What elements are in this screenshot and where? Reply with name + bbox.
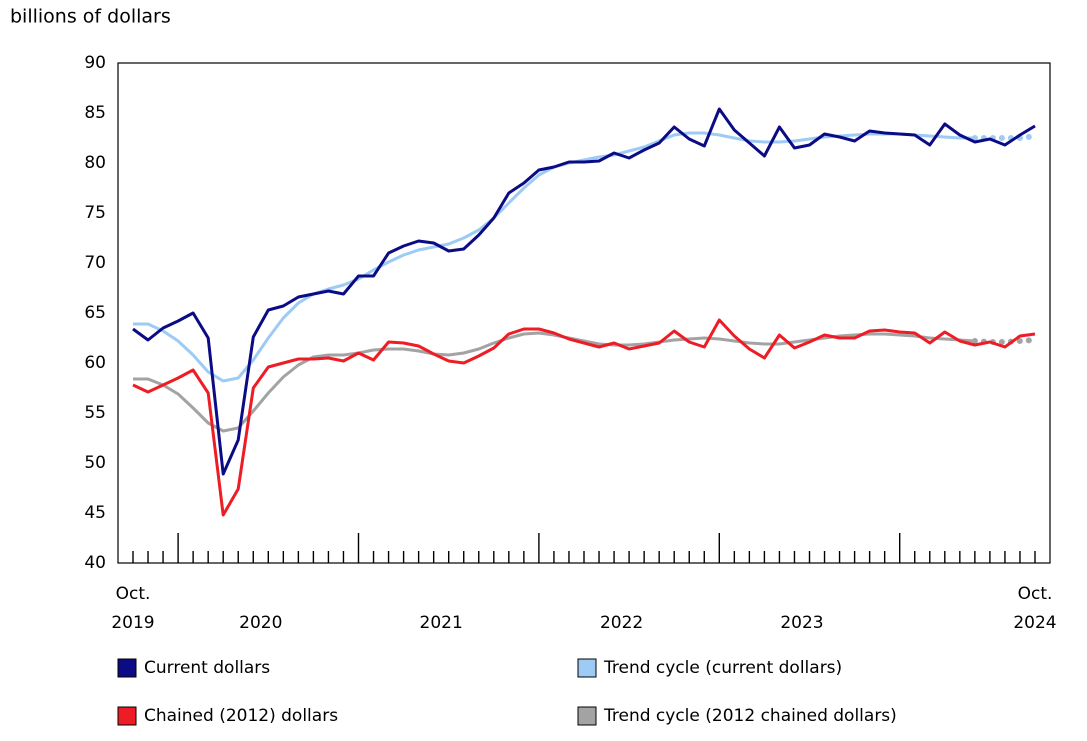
y-tick-label: 50 — [84, 453, 106, 473]
plot-frame — [117, 62, 1051, 564]
y-tick-label: 85 — [84, 103, 106, 123]
legend-swatch — [577, 658, 597, 678]
line — [132, 107, 1036, 476]
x-tick-label: 2022 — [600, 613, 643, 633]
y-tick-label: 60 — [84, 353, 106, 373]
x-tick-label: Oct. — [1018, 584, 1053, 604]
x-tick-label: 2020 — [239, 613, 282, 633]
legend-label: Chained (2012) dollars — [144, 706, 338, 726]
line-dotted — [971, 133, 1038, 141]
legend-swatch — [577, 706, 597, 726]
legend-swatch — [117, 706, 137, 726]
y-axis-label: billions of dollars — [10, 6, 171, 28]
x-tick-label: 2019 — [111, 613, 154, 633]
x-tick-label: 2024 — [1013, 613, 1056, 633]
y-tick-label: 45 — [84, 503, 106, 523]
line — [132, 318, 1036, 517]
x-tick-label: 2023 — [780, 613, 823, 633]
legend-label: Current dollars — [144, 658, 270, 678]
y-tick-label: 75 — [84, 203, 106, 223]
legend-swatch — [117, 658, 137, 678]
y-tick-label: 40 — [84, 553, 106, 573]
y-tick-label: 70 — [84, 253, 106, 273]
line — [133, 131, 975, 383]
legend-label: Trend cycle (2012 chained dollars) — [603, 706, 897, 726]
y-tick-label: 80 — [84, 153, 106, 173]
x-tick-label: 2021 — [420, 613, 463, 633]
x-tick-label: Oct. — [116, 584, 151, 604]
y-tick-label: 90 — [84, 53, 106, 73]
legend-label: Trend cycle (current dollars) — [603, 658, 842, 678]
y-tick-label: 65 — [84, 303, 106, 323]
y-tick-label: 55 — [84, 403, 106, 423]
